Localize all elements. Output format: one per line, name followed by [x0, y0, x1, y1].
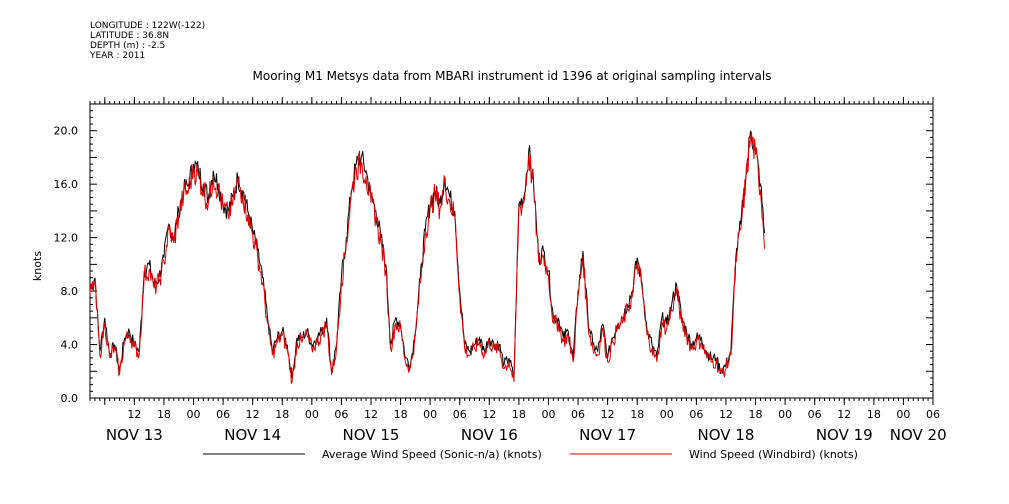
x-tick-label: 12: [364, 408, 378, 421]
x-tick-label: 00: [187, 408, 201, 421]
x-tick-label: 06: [453, 408, 467, 421]
x-tick-label: 18: [157, 408, 171, 421]
day-label: NOV 18: [698, 426, 755, 444]
legend-label-sonic: Average Wind Speed (Sonic-n/a) (knots): [322, 448, 542, 461]
day-label: NOV 17: [579, 426, 636, 444]
x-tick-label: 18: [512, 408, 526, 421]
y-axis-labels: 0.0 4.0 8.0 12.0 16.0 20.0: [54, 125, 79, 405]
day-label: NOV 16: [461, 426, 518, 444]
x-tick-label: 00: [305, 408, 319, 421]
y-tick-label: 12.0: [54, 232, 79, 245]
x-tick-label: 06: [216, 408, 230, 421]
metadata-block: LONGITUDE : 122W(-122) LATITUDE : 36.8N …: [90, 21, 205, 61]
x-tick-label: 06: [689, 408, 703, 421]
x-tick-label: 00: [896, 408, 910, 421]
x-tick-label: 12: [837, 408, 851, 421]
x-tick-label: 06: [571, 408, 585, 421]
chart-title: Mooring M1 Metsys data from MBARI instru…: [253, 69, 772, 83]
x-tick-label: 00: [423, 408, 437, 421]
y-tick-label: 8.0: [61, 285, 79, 298]
y-axis-label: knots: [31, 251, 44, 281]
x-tick-label: 12: [127, 408, 141, 421]
x-tick-label: 18: [275, 408, 289, 421]
x-tick-label: 12: [482, 408, 496, 421]
y-tick-label: 0.0: [61, 392, 79, 405]
day-label: NOV 14: [224, 426, 281, 444]
series-line-windbird: [89, 131, 766, 385]
x-tick-label: 00: [660, 408, 674, 421]
longitude-text: LONGITUDE : 122W(-122): [90, 21, 206, 31]
x-tick-label: 18: [749, 408, 763, 421]
latitude-text: LATITUDE : 36.8N: [90, 31, 170, 41]
x-tick-label: 12: [601, 408, 615, 421]
depth-text: DEPTH (m) : -2.5: [90, 41, 166, 51]
day-label: NOV 19: [816, 426, 873, 444]
axis-ticks: [89, 97, 934, 405]
year-text: YEAR : 2011: [90, 51, 146, 61]
x-tick-label: 06: [926, 408, 940, 421]
legend: Average Wind Speed (Sonic-n/a) (knots) W…: [203, 448, 858, 461]
series-layer: [89, 130, 766, 385]
x-tick-label: 06: [808, 408, 822, 421]
series-line-sonic: [89, 130, 766, 379]
legend-label-windbird: Wind Speed (Windbird) (knots): [689, 448, 858, 461]
x-tick-label: 18: [867, 408, 881, 421]
y-tick-label: 4.0: [61, 339, 79, 352]
x-tick-label: 18: [394, 408, 408, 421]
x-tick-label: 18: [630, 408, 644, 421]
x-tick-label: 00: [778, 408, 792, 421]
y-tick-label: 16.0: [54, 178, 79, 191]
y-tick-label: 20.0: [54, 125, 79, 138]
x-tick-label: 00: [541, 408, 555, 421]
x-tick-label: 12: [719, 408, 733, 421]
day-label: NOV 13: [106, 426, 163, 444]
x-tick-label: 06: [334, 408, 348, 421]
x-tick-label: 12: [246, 408, 260, 421]
x-axis-labels: 12 18 00 06 12 18 00 06 12 18 00 06 12 18 00 06 12 18 00 06…: [106, 408, 947, 444]
day-label: NOV 15: [343, 426, 400, 444]
plot-frame: [89, 103, 934, 399]
day-label: NOV 20: [890, 426, 947, 444]
